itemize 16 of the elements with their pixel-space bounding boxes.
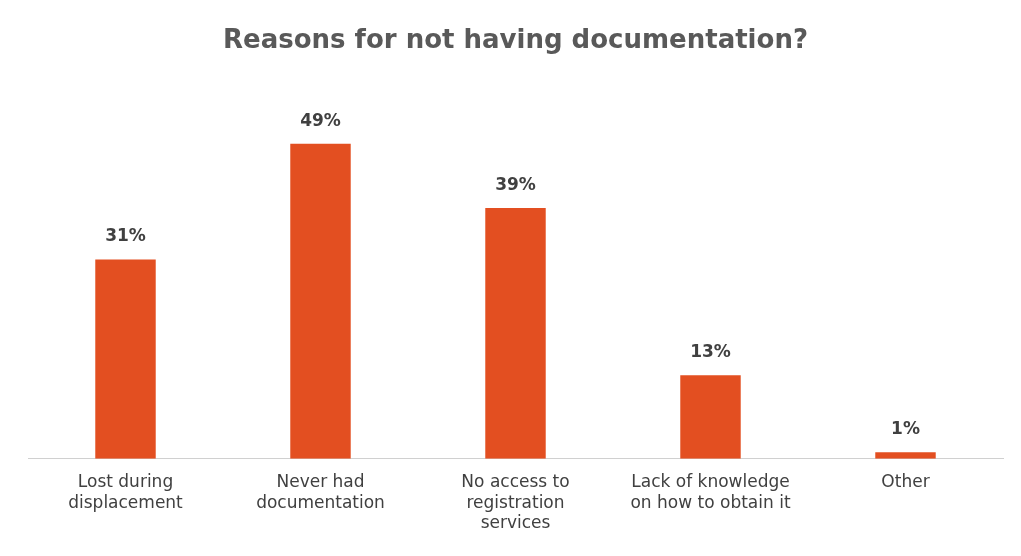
- chart-title: Reasons for not having documentation?: [223, 24, 808, 55]
- bar: [680, 375, 741, 459]
- data-label: 39%: [495, 173, 536, 194]
- x-tick-label: Lost during displacement: [68, 471, 184, 512]
- data-label: 49%: [300, 109, 341, 130]
- data-label: 13%: [690, 341, 731, 362]
- data-label: 31%: [105, 225, 146, 246]
- bar: [875, 452, 936, 459]
- x-tick-label: Other: [881, 471, 930, 492]
- bar: [485, 207, 546, 459]
- data-label: 1%: [891, 418, 920, 439]
- x-tick-label: No access to registration services: [461, 471, 570, 533]
- x-tick-label: Lack of knowledge on how to obtain it: [630, 471, 791, 512]
- bar: [290, 143, 351, 459]
- bar: [95, 259, 156, 459]
- x-tick-label: Never had documentation: [256, 471, 385, 512]
